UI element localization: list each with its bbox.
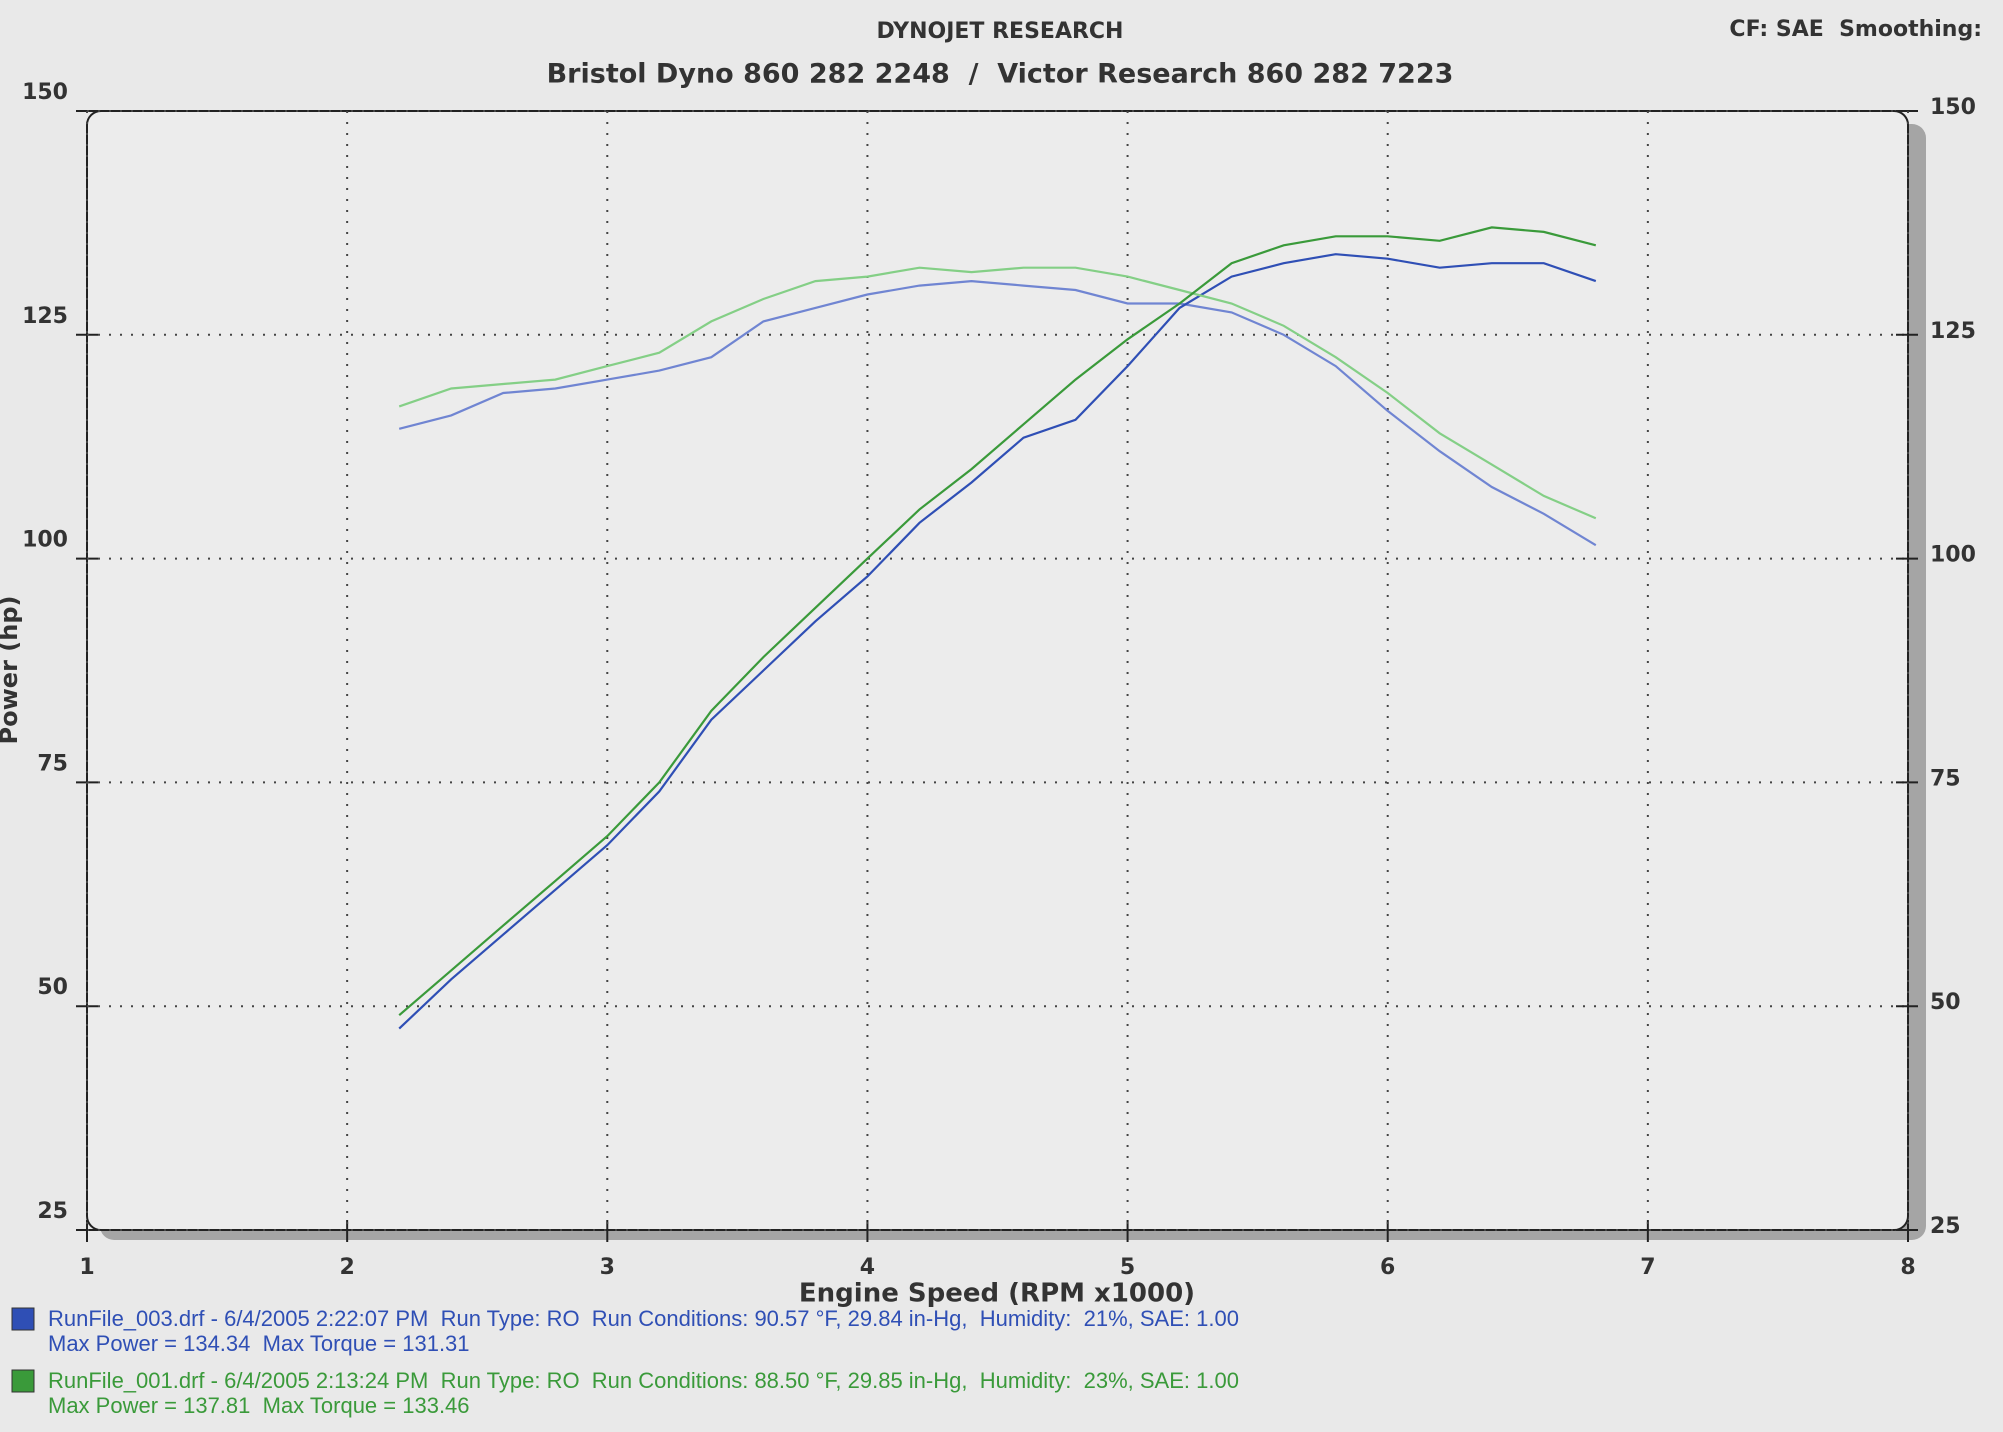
x-tick-label: 7 [1640,1255,1655,1280]
chart-subtitle: Bristol Dyno 860 282 2248 / Victor Resea… [547,59,1454,90]
y-tick-label: 125 [22,304,68,329]
plot-frame [86,110,1909,1231]
legend-swatch [11,1307,35,1331]
legend-name: RunFile_001.drf - 6/4/2005 2:13:24 PM Ru… [48,1368,1239,1393]
corner-note: CF: SAE Smoothing: [1729,17,1982,42]
legend-name: RunFile_003.drf - 6/4/2005 2:22:07 PM Ru… [48,1306,1239,1331]
y2-tick-label: 50 [1930,990,1961,1015]
chart-title: DYNOJET RESEARCH [877,19,1124,44]
power-line [398,253,1597,1030]
torque-line [398,279,1597,547]
x-tick-label: 8 [1900,1255,1915,1280]
x-tick-label: 5 [1120,1255,1135,1280]
y2-tick-label: 75 [1930,766,1961,791]
y-tick-label: 25 [37,1199,68,1224]
x-tick-label: 4 [860,1255,875,1280]
legend-summary: Max Power = 134.34 Max Torque = 131.31 [48,1331,470,1356]
torque-line [398,266,1597,520]
x-tick-label: 2 [339,1255,354,1280]
y2-tick-label: 100 [1930,543,1976,568]
x-tick-label: 6 [1380,1255,1395,1280]
legend-summary: Max Power = 137.81 Max Torque = 133.46 [48,1393,470,1418]
legend-swatch [11,1369,35,1393]
x-tick-label: 1 [79,1255,94,1280]
y2-tick-label: 125 [1930,319,1976,344]
y-tick-label: 75 [37,751,68,776]
y-axis-label: Power (hp) [0,596,23,745]
y-tick-label: 100 [22,528,68,553]
y2-tick-label: 150 [1930,95,1976,120]
y-tick-label: 150 [22,80,68,105]
y-tick-label: 50 [37,975,68,1000]
x-tick-label: 3 [600,1255,615,1280]
x-axis-label: Engine Speed (RPM x1000) [799,1279,1195,1309]
y2-tick-label: 25 [1930,1214,1961,1239]
power-line [398,226,1597,1017]
